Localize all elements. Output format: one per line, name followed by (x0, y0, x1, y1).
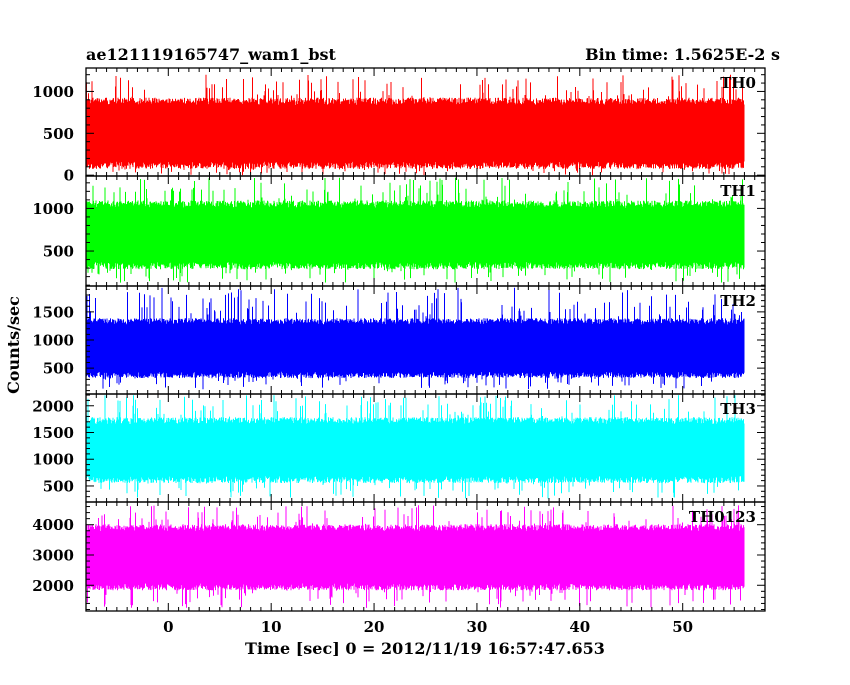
panel-label: TH2 (720, 292, 756, 310)
series-th2 (85, 287, 745, 390)
panel-label: TH1 (720, 182, 756, 200)
chart-title: ae121119165747_wam1_bst (86, 45, 337, 64)
x-tick-label: 20 (364, 618, 385, 636)
x-tick-label: 40 (569, 618, 590, 636)
x-axis-label: Time [sec] 0 = 2012/11/19 16:57:47.653 (245, 639, 605, 658)
panel-th1: 500 1000 TH1 (32, 175, 766, 287)
y-tick-label: 500 (43, 243, 74, 261)
y-tick-label: 500 (43, 477, 74, 495)
x-tick-label: 10 (261, 618, 282, 636)
y-tick-label: 2000 (32, 577, 74, 595)
y-tick-label: 1500 (32, 424, 74, 442)
series-th1 (85, 177, 745, 283)
bin-time-label: Bin time: 1.5625E-2 s (585, 45, 780, 64)
y-tick-label: 2000 (32, 397, 74, 415)
y-tick-label: 0 (64, 167, 74, 185)
y-tick-label: 1500 (32, 303, 74, 321)
y-tick-label: 500 (43, 125, 74, 143)
y-tick-label: 1000 (32, 451, 74, 469)
x-tick-label: 30 (467, 618, 488, 636)
x-tick-label: 50 (672, 618, 693, 636)
panel-label: TH0123 (689, 508, 756, 526)
y-tick-label: 1000 (32, 200, 74, 218)
series-th0 (85, 74, 745, 176)
series-th0123 (85, 505, 745, 608)
panel-label: TH0 (720, 74, 756, 92)
series-th3 (85, 395, 745, 499)
y-axis-label: Counts/sec (4, 296, 23, 394)
y-tick-label: 3000 (32, 546, 74, 564)
y-tick-label: 500 (43, 360, 74, 378)
panel-th0: 0 500 1000 TH0 (32, 67, 766, 185)
panel-th0123: 2000 3000 4000 TH0123 (32, 501, 766, 612)
x-tick-label: 0 (163, 618, 173, 636)
y-tick-label: 4000 (32, 516, 74, 534)
y-tick-label: 1000 (32, 83, 74, 101)
y-tick-label: 1000 (32, 332, 74, 350)
panel-label: TH3 (720, 400, 756, 418)
panel-th2: 500 1000 1500 TH2 (32, 285, 766, 395)
panel-th3: 500 1000 1500 2000 TH3 (32, 393, 766, 503)
